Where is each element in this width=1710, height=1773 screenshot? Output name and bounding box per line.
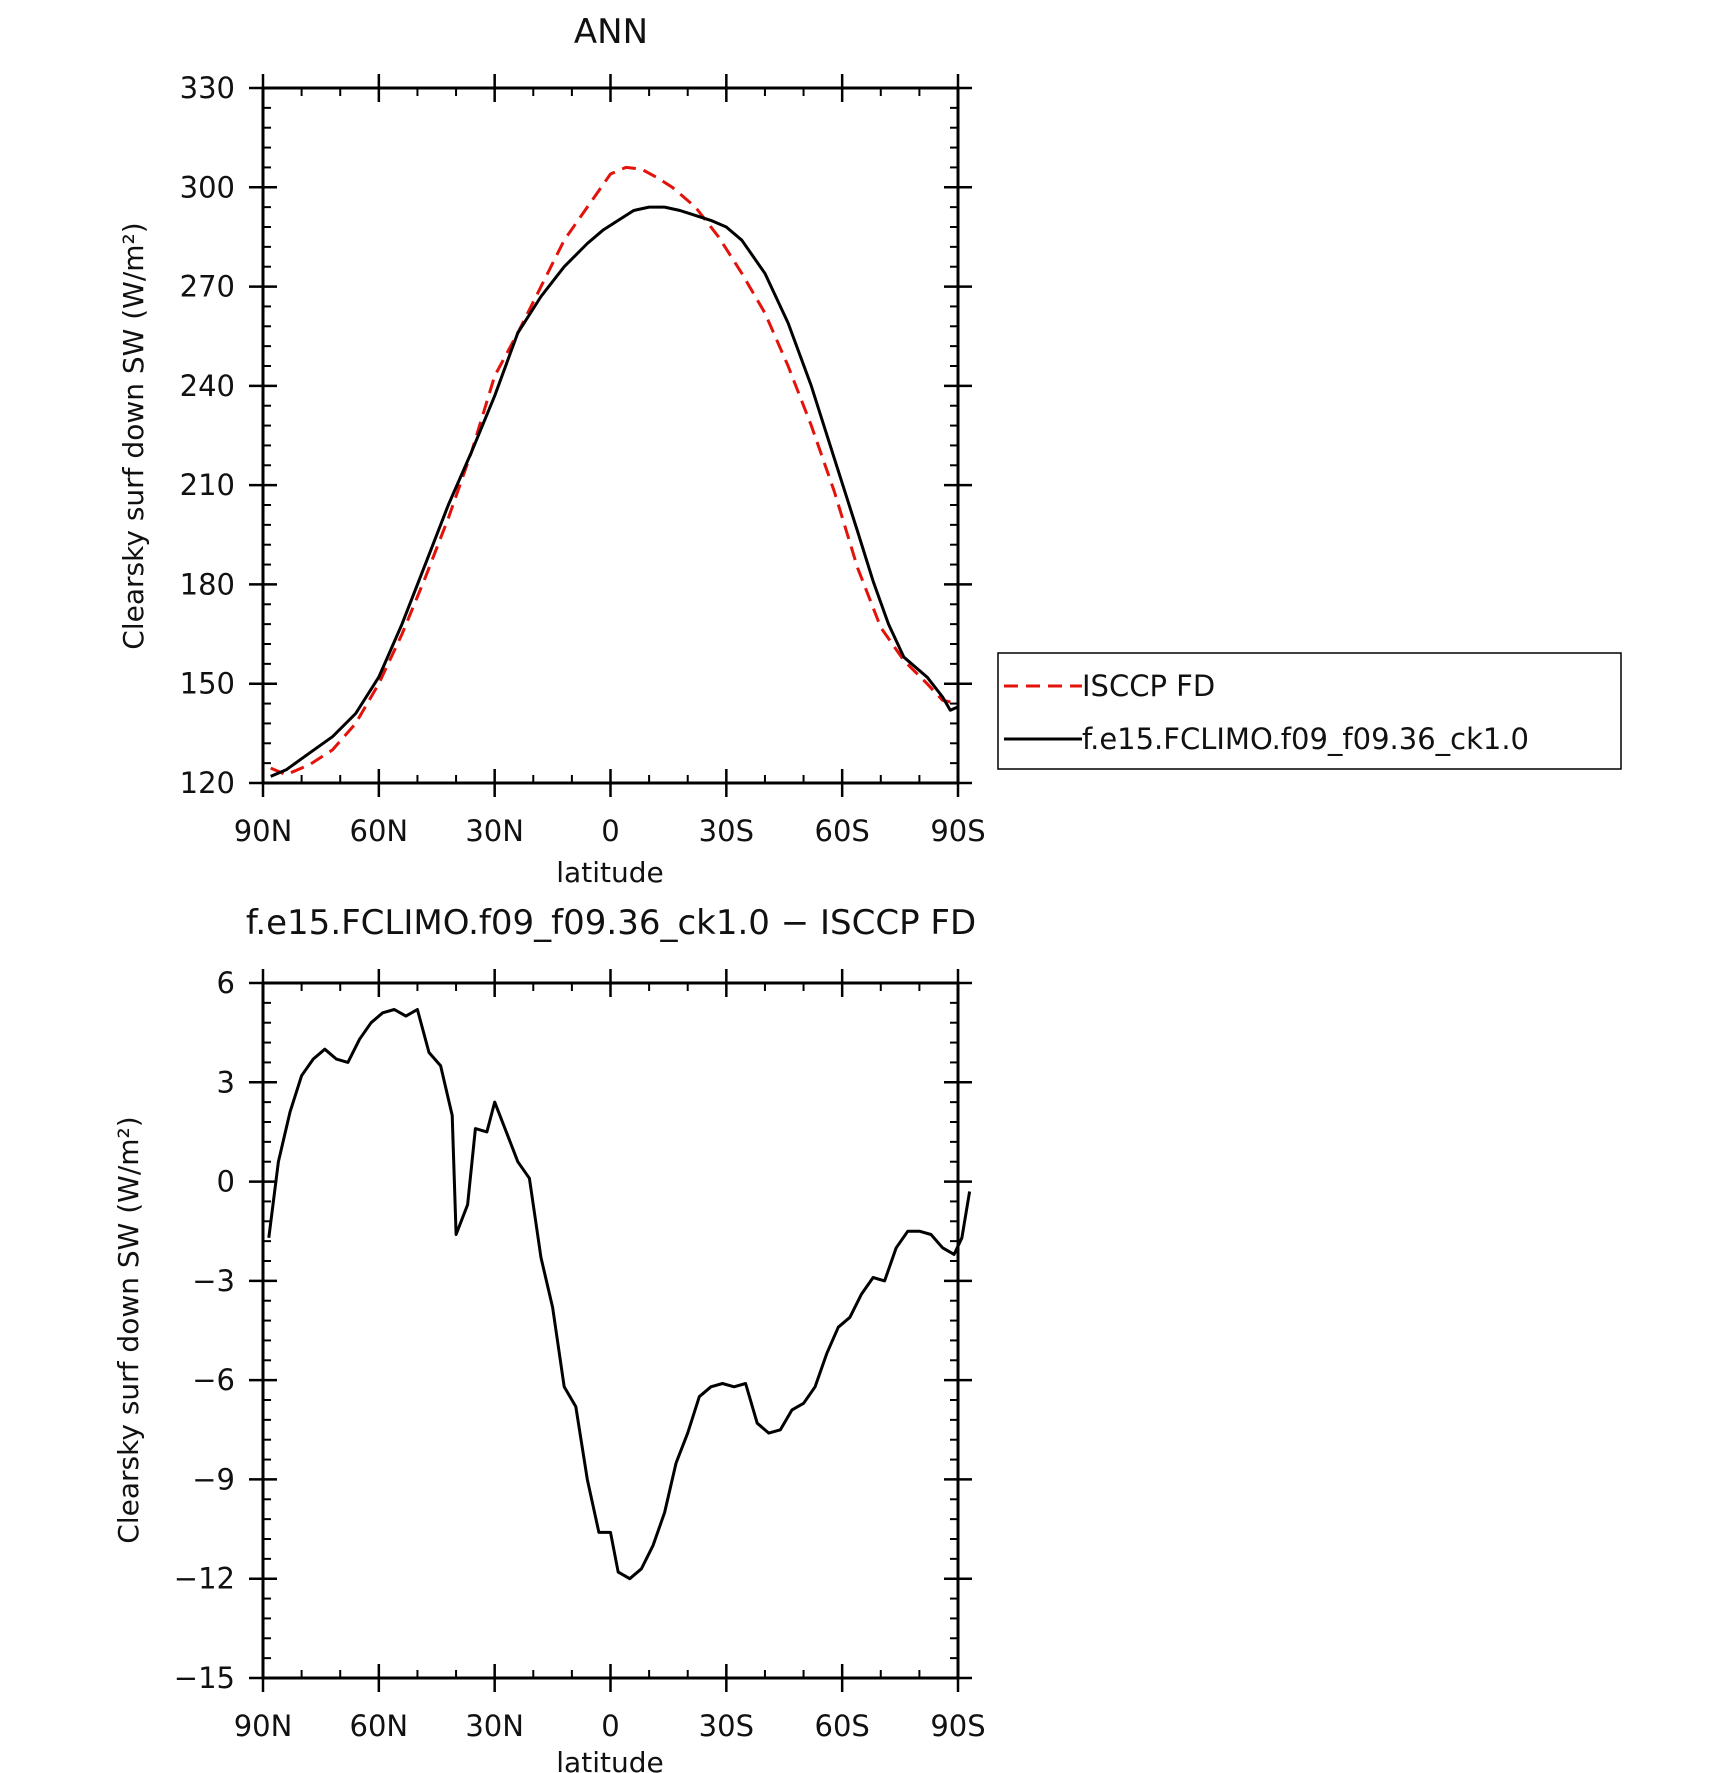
legend-box [997,652,1622,770]
panel-top-x-axis-label: latitude [556,856,663,889]
panel-bottom-y-axis-label: Clearsky surf down SW (W/m²) [112,1116,145,1543]
y-tick-label: 240 [180,369,235,403]
panel-top-series [270,165,959,778]
y-tick-label: 300 [180,170,235,204]
panel-bottom: f.e15.FCLIMO.f09_f09.36_ck1.0 − ISCCP FD… [112,903,986,1773]
panel-bottom-ticks [249,969,972,1692]
x-tick-label: 60S [815,814,870,848]
panel-top-title: ANN [574,12,648,52]
series-line-0 [267,1008,972,1581]
x-tick-label: 0 [601,814,619,848]
x-tick-label: 30S [699,814,754,848]
y-tick-label: 210 [180,468,235,502]
x-tick-label: 60S [815,1709,870,1743]
y-tick-label: −12 [174,1562,235,1596]
y-tick-label: 180 [180,567,235,601]
x-tick-label: 90N [234,814,293,848]
panel-top-ticks [249,74,972,797]
panel-bottom-title: f.e15.FCLIMO.f09_f09.36_ck1.0 − ISCCP FD [246,903,976,943]
y-tick-label: −6 [192,1363,235,1397]
y-tick-label: 0 [217,1165,235,1199]
y-tick-label: 6 [217,966,235,1000]
y-tick-label: −3 [192,1264,235,1298]
series-line-1 [270,205,959,778]
y-tick-label: −15 [174,1661,235,1695]
panel-top-y-ticklabels: 120 150 180 210 240 270 300 330 [180,71,235,800]
panel-top-x-ticklabels: 90N 60N 30N 0 30S 60S 90S [234,814,986,848]
legend: ISCCP FD f.e15.FCLIMO.f09_f09.36_ck1.0 [997,652,1622,770]
x-tick-label: 60N [350,1709,409,1743]
panel-bottom-frame [261,981,960,1680]
y-tick-label: 3 [217,1065,235,1099]
y-tick-label: 330 [180,71,235,105]
panel-top-y-axis-label: Clearsky surf down SW (W/m²) [117,222,150,649]
legend-label-model: f.e15.FCLIMO.f09_f09.36_ck1.0 [1082,722,1529,756]
panel-top-frame [261,86,960,785]
panel-bottom-series [267,1008,972,1581]
y-tick-label: 270 [180,270,235,304]
x-tick-label: 30N [465,814,524,848]
panel-top: ANN 120 150 180 210 240 270 300 330 90N 60N 30N 0 3… [117,12,1622,889]
series-line-0 [270,165,959,777]
y-tick-label: 150 [180,667,235,701]
y-tick-label: −9 [192,1462,235,1496]
x-tick-label: 0 [601,1709,619,1743]
x-tick-label: 60N [350,814,409,848]
x-tick-label: 30N [465,1709,524,1743]
x-tick-label: 90S [930,814,985,848]
x-tick-label: 30S [699,1709,754,1743]
x-tick-label: 90N [234,1709,293,1743]
x-tick-label: 90S [930,1709,985,1743]
panel-bottom-x-ticklabels: 90N 60N 30N 0 30S 60S 90S [234,1709,986,1743]
legend-label-isccp: ISCCP FD [1082,669,1215,703]
y-tick-label: 120 [180,766,235,800]
panel-bottom-x-axis-label: latitude [556,1746,663,1773]
panel-bottom-y-ticklabels: −15 −12 −9 −6 −3 0 3 6 [174,966,235,1695]
